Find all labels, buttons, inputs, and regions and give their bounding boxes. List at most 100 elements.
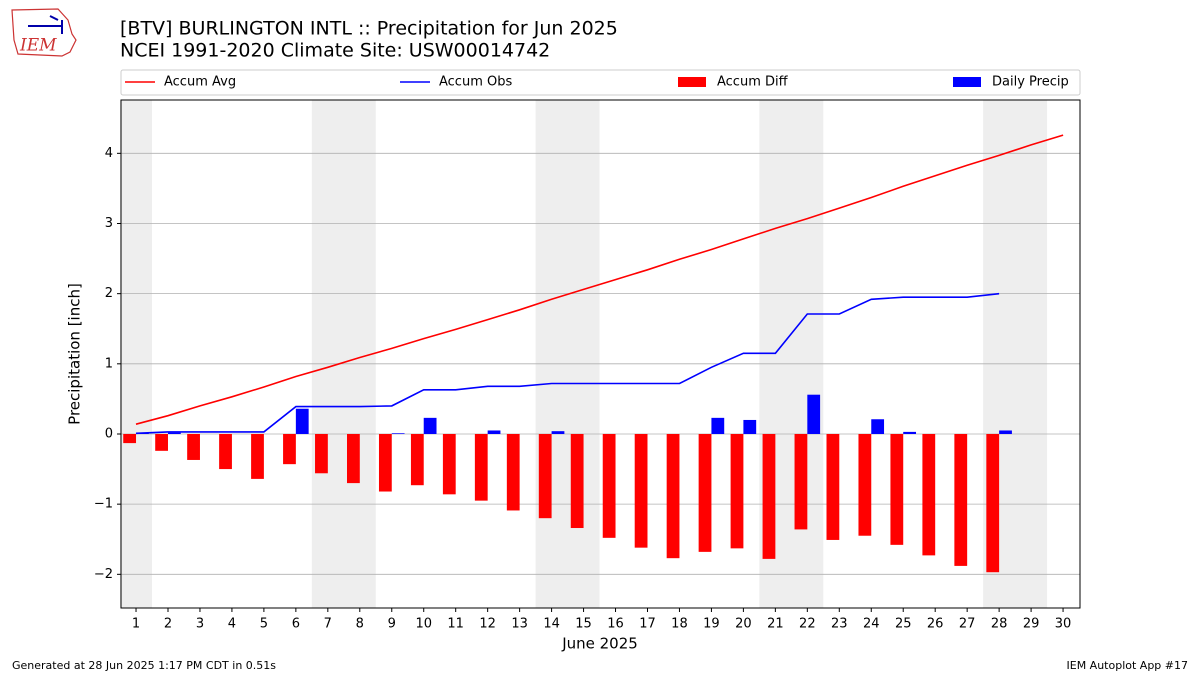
bar xyxy=(858,433,872,536)
legend-label: Daily Precip xyxy=(992,75,1069,90)
x-tick-label: 27 xyxy=(959,617,976,632)
x-tick-label: 9 xyxy=(388,617,396,632)
x-tick-label: 4 xyxy=(228,617,236,632)
x-tick-label: 11 xyxy=(447,617,464,632)
bar xyxy=(347,433,360,484)
bar xyxy=(666,433,680,559)
x-tick-label: 2 xyxy=(164,617,172,632)
bar xyxy=(903,431,917,434)
weekend-shade xyxy=(311,100,376,608)
x-tick-label: 5 xyxy=(260,617,268,632)
x-tick-label: 28 xyxy=(991,617,1008,632)
footer-left: Generated at 28 Jun 2025 1:17 PM CDT in … xyxy=(12,659,276,672)
bar xyxy=(999,430,1012,434)
y-axis-label: Precipitation [inch] xyxy=(66,283,84,425)
bar xyxy=(871,419,885,434)
legend-label: Accum Obs xyxy=(439,75,512,90)
y-tick-label: −2 xyxy=(94,567,113,582)
logo-outline xyxy=(11,8,77,57)
bar xyxy=(219,433,232,470)
x-tick-label: 19 xyxy=(703,617,720,632)
x-tick-label: 14 xyxy=(543,617,560,632)
logo-text: IEM xyxy=(19,36,57,56)
x-tick-label: 18 xyxy=(671,617,688,632)
bar xyxy=(922,433,936,556)
x-tick-label: 25 xyxy=(895,617,912,632)
bar xyxy=(123,433,137,444)
bar xyxy=(251,433,264,479)
y-tick-label: 3 xyxy=(105,216,113,231)
weekend-shade xyxy=(120,100,153,608)
plot-frame xyxy=(120,99,1081,609)
bar xyxy=(295,408,309,434)
bar xyxy=(826,433,840,540)
legend-label: Accum Diff xyxy=(717,75,789,90)
x-tick-label: 12 xyxy=(479,617,496,632)
bar xyxy=(315,433,328,474)
bar xyxy=(730,433,744,549)
x-tick-label: 3 xyxy=(196,617,204,632)
x-tick-label: 20 xyxy=(735,617,752,632)
x-tick-label: 30 xyxy=(1055,617,1072,632)
x-tick-label: 7 xyxy=(324,617,332,632)
weekend-shade xyxy=(535,100,600,608)
bar xyxy=(711,417,725,434)
bar xyxy=(167,432,181,434)
x-tick-label: 21 xyxy=(767,617,784,632)
bar xyxy=(762,433,776,559)
logo-icon xyxy=(28,15,63,34)
bar xyxy=(698,433,712,552)
y-tick-label: 1 xyxy=(105,356,113,371)
x-axis-label: June 2025 xyxy=(561,635,638,653)
x-tick-label: 16 xyxy=(607,617,624,632)
line xyxy=(135,292,1000,435)
x-tick-label: 17 xyxy=(639,617,656,632)
x-tick-label: 24 xyxy=(863,617,880,632)
bar xyxy=(474,433,488,501)
x-tick-label: 29 xyxy=(1023,617,1040,632)
legend-box xyxy=(120,69,1081,96)
y-tick-label: 0 xyxy=(105,426,113,441)
chart-subtitle: NCEI 1991-2020 Climate Site: USW00014742 xyxy=(120,40,550,62)
y-tick-label: 4 xyxy=(105,146,113,161)
bar xyxy=(743,419,757,434)
bar xyxy=(551,431,565,434)
x-tick-label: 15 xyxy=(575,617,592,632)
bar xyxy=(423,417,437,434)
x-tick-label: 1 xyxy=(132,617,140,632)
bar xyxy=(570,433,584,529)
bar xyxy=(506,433,520,511)
x-tick-label: 22 xyxy=(799,617,816,632)
bar xyxy=(602,433,616,538)
x-tick-label: 6 xyxy=(292,617,300,632)
bar xyxy=(890,433,904,545)
bar xyxy=(410,433,424,486)
bar xyxy=(487,430,501,434)
logo xyxy=(10,7,78,57)
line xyxy=(135,134,1064,425)
bar xyxy=(155,433,168,451)
x-tick-label: 23 xyxy=(831,617,848,632)
bar xyxy=(538,433,552,519)
chart-title: [BTV] BURLINGTON INTL :: Precipitation f… xyxy=(120,18,618,40)
bar xyxy=(634,433,648,548)
legend-label: Accum Avg xyxy=(164,75,236,90)
bar xyxy=(954,433,968,566)
bar xyxy=(442,433,456,495)
x-tick-label: 10 xyxy=(415,617,432,632)
legend-swatch xyxy=(953,77,981,87)
x-tick-label: 8 xyxy=(356,617,364,632)
bar xyxy=(807,394,821,434)
bar xyxy=(283,433,296,465)
y-tick-label: 2 xyxy=(105,286,113,301)
footer-right: IEM Autoplot App #17 xyxy=(1067,659,1189,672)
bar xyxy=(986,433,1000,573)
bar xyxy=(391,433,405,434)
x-tick-label: 13 xyxy=(511,617,528,632)
bar xyxy=(187,433,200,460)
legend-swatch xyxy=(678,77,706,87)
bar xyxy=(794,433,808,530)
x-tick-label: 26 xyxy=(927,617,944,632)
bar xyxy=(378,433,392,492)
